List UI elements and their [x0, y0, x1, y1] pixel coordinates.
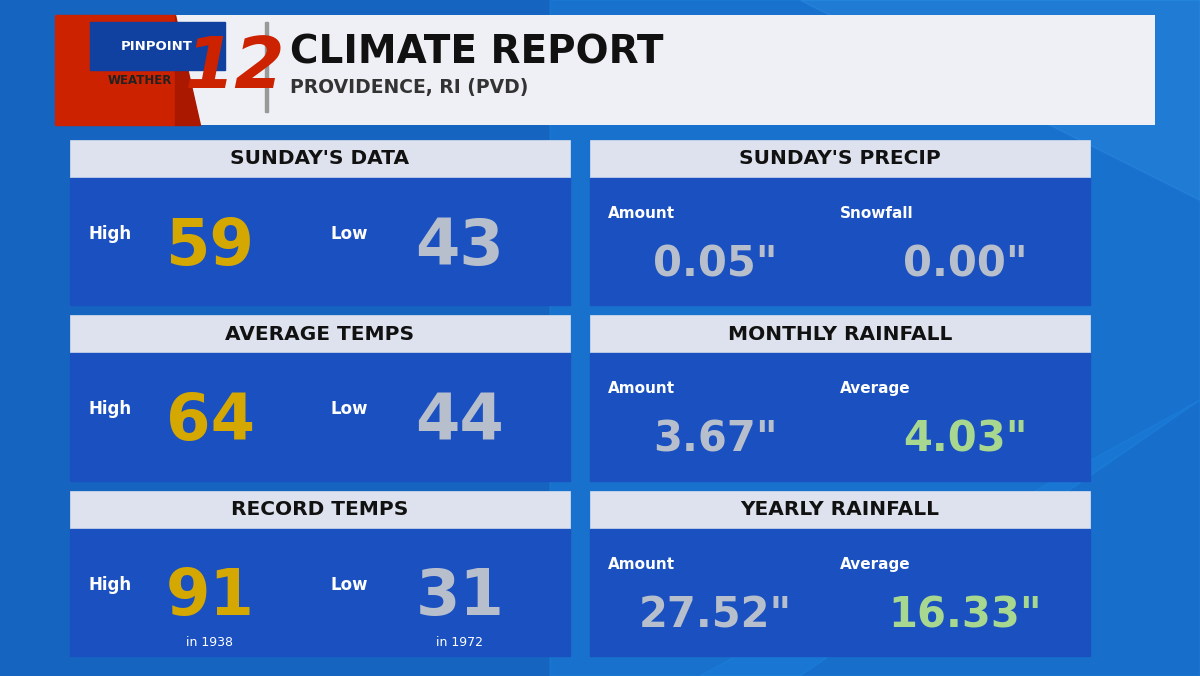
Text: PROVIDENCE, RI (PVD): PROVIDENCE, RI (PVD) [290, 78, 528, 97]
Polygon shape [550, 0, 1200, 676]
Text: 64: 64 [166, 391, 254, 453]
Text: 0.00": 0.00" [902, 243, 1027, 285]
Bar [55, 15, 1154, 125]
Polygon shape [175, 15, 200, 125]
Bar [590, 140, 1090, 178]
Bar [70, 529, 570, 656]
Text: MONTHLY RAINFALL: MONTHLY RAINFALL [728, 325, 952, 344]
Text: SUNDAY'S PRECIP: SUNDAY'S PRECIP [739, 149, 941, 168]
Text: 27.52": 27.52" [638, 594, 792, 636]
Bar [590, 315, 1090, 354]
Text: 4.03": 4.03" [902, 419, 1027, 461]
Text: Low: Low [330, 225, 367, 243]
Bar [70, 354, 570, 481]
Bar [70, 140, 570, 178]
Text: RECORD TEMPS: RECORD TEMPS [232, 500, 409, 519]
Text: Average: Average [840, 381, 911, 397]
Text: Snowfall: Snowfall [840, 206, 913, 221]
Text: SUNDAY'S DATA: SUNDAY'S DATA [230, 149, 409, 168]
Polygon shape [55, 15, 175, 125]
Text: PINPOINT: PINPOINT [121, 39, 193, 53]
Text: 31: 31 [415, 566, 504, 629]
Text: 43: 43 [415, 216, 504, 278]
Text: High: High [88, 400, 131, 418]
Bar [70, 491, 570, 529]
Bar [265, 22, 268, 112]
Bar [70, 178, 570, 306]
Text: Average: Average [840, 557, 911, 572]
Text: Low: Low [330, 576, 367, 594]
Text: CLIMATE REPORT: CLIMATE REPORT [290, 33, 664, 71]
Text: 3.67": 3.67" [653, 419, 778, 461]
Text: 0.05": 0.05" [653, 243, 778, 285]
Text: Amount: Amount [608, 206, 676, 221]
Bar [590, 178, 1090, 306]
Text: WEATHER: WEATHER [108, 74, 172, 87]
Text: Low: Low [330, 400, 367, 418]
Bar [590, 491, 1090, 529]
Text: AVERAGE TEMPS: AVERAGE TEMPS [226, 325, 414, 344]
Bar [590, 529, 1090, 656]
Text: Amount: Amount [608, 557, 676, 572]
Text: 59: 59 [166, 216, 254, 278]
Bar [70, 315, 570, 354]
Bar [90, 22, 226, 70]
Text: 44: 44 [415, 391, 504, 453]
Polygon shape [700, 400, 1200, 676]
Bar [590, 354, 1090, 481]
Text: 91: 91 [166, 566, 254, 629]
Text: Amount: Amount [608, 381, 676, 397]
Text: High: High [88, 225, 131, 243]
Text: in 1938: in 1938 [186, 635, 234, 648]
Text: in 1972: in 1972 [437, 635, 484, 648]
Polygon shape [800, 0, 1200, 200]
Text: 12: 12 [185, 34, 286, 103]
Text: High: High [88, 576, 131, 594]
Text: 16.33": 16.33" [888, 594, 1042, 636]
Text: YEARLY RAINFALL: YEARLY RAINFALL [740, 500, 940, 519]
